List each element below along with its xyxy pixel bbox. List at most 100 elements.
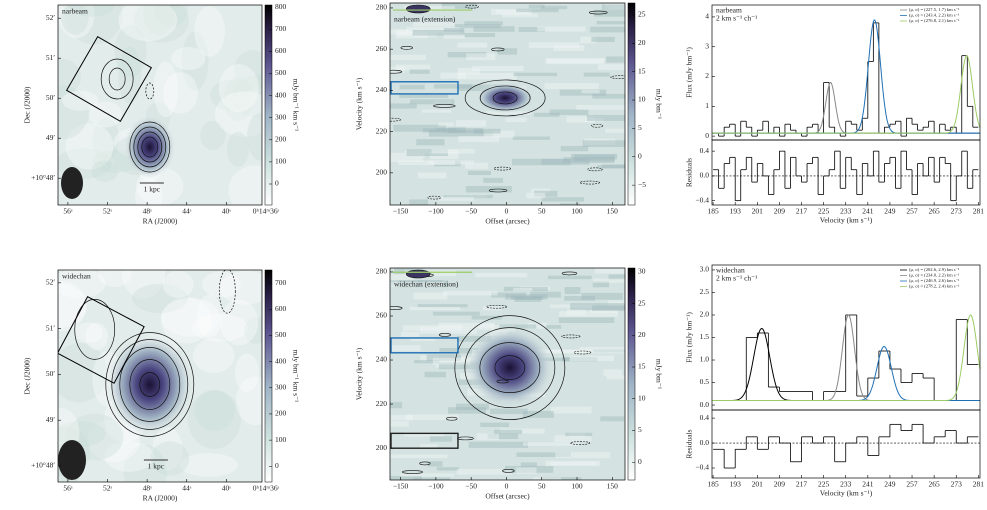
x-tick-label: −150 xyxy=(393,482,409,491)
noise xyxy=(466,53,495,60)
noise xyxy=(587,115,625,121)
noise xyxy=(545,58,604,63)
noise xyxy=(600,416,624,421)
x-tick-label: 0 xyxy=(505,482,509,491)
noise xyxy=(437,467,459,470)
panel-label: narbeam (extension) xyxy=(394,15,456,24)
noise xyxy=(413,293,447,300)
noise xyxy=(473,26,514,32)
x-tick-label: 40ˢ xyxy=(222,484,232,493)
noise xyxy=(494,430,522,434)
noise xyxy=(444,35,465,39)
figure: 1 kpcnarbeam56ˢ52ˢ48ˢ44ˢ40ˢ0ʰ14ᵐ36ˢ+10°4… xyxy=(0,0,987,510)
colorbar-tick-label: 500 xyxy=(275,330,287,339)
x-tick-label: 241 xyxy=(862,480,874,489)
y-tick-label: 1.0 xyxy=(700,355,710,364)
y-tick-label: 51′ xyxy=(46,53,56,62)
colorbar-tick-label: 700 xyxy=(275,24,287,33)
y-axis-title: Flux (mJy bm⁻¹) xyxy=(685,312,694,363)
x-axis-title: Velocity (km s⁻¹) xyxy=(820,489,873,498)
colorbar-tick-label: 0 xyxy=(638,457,642,466)
noise xyxy=(389,454,448,458)
x-tick-label: 249 xyxy=(884,480,896,489)
noise xyxy=(565,287,581,294)
noise xyxy=(433,312,480,316)
beam xyxy=(61,167,83,199)
panel-label: widechan (extension) xyxy=(394,280,459,289)
noise xyxy=(576,105,627,110)
plot-area xyxy=(375,3,658,208)
noise xyxy=(604,369,623,376)
y-tick-label: 49′ xyxy=(46,133,56,142)
y-tick-label: 220 xyxy=(376,126,388,135)
x-tick-label: 48ˢ xyxy=(143,484,153,493)
y-tick-label: 51′ xyxy=(46,323,56,332)
y-tick-label: 49′ xyxy=(46,415,56,424)
noise xyxy=(483,306,502,310)
noise xyxy=(475,273,527,277)
x-tick-label: 185 xyxy=(707,207,719,216)
noise xyxy=(559,317,614,323)
noise xyxy=(458,136,499,142)
x-tick-label: −150 xyxy=(393,207,409,216)
noise xyxy=(227,132,249,167)
noise xyxy=(606,56,624,62)
colorbar-tick-label: 20 xyxy=(638,330,646,339)
spectrum-riser xyxy=(719,23,973,136)
colorbar-tick-label: 300 xyxy=(275,382,287,391)
noise xyxy=(498,48,518,54)
noise xyxy=(418,173,446,179)
noise xyxy=(163,271,194,298)
x-axis-title: Offset (arcsec) xyxy=(485,492,530,501)
noise xyxy=(457,43,487,48)
x-tick-label: 281 xyxy=(973,480,985,489)
x-axis-title: Velocity (km s⁻¹) xyxy=(820,216,873,225)
contour xyxy=(406,5,430,13)
noise xyxy=(444,28,464,32)
legend-label: (μ, σ) = (276.8, 2.1) km s⁻¹ xyxy=(909,18,960,24)
x-tick-label: 44ˢ xyxy=(182,484,192,493)
noise xyxy=(513,137,550,140)
colorbar-tick-label: 200 xyxy=(275,135,287,144)
noise xyxy=(465,163,488,169)
colorbar-tick-label: 10 xyxy=(638,393,646,402)
y-tick-label: 4 xyxy=(705,12,709,21)
y-tick-label: 50′ xyxy=(46,93,56,102)
colorbar-tick-label: 200 xyxy=(275,409,287,418)
noise xyxy=(388,421,408,427)
y-tick-label: +10°48′ xyxy=(31,173,55,182)
legend-label: (μ, σ) = (278.2, 2.4) km s⁻¹ xyxy=(909,284,960,290)
y-tick-label: 0.5 xyxy=(700,377,710,386)
y-tick-label: 220 xyxy=(376,399,388,408)
colorbar-tick-label: 5 xyxy=(638,123,642,132)
noise xyxy=(506,118,527,123)
x-tick-label: −100 xyxy=(428,207,444,216)
x-tick-label: 52ˢ xyxy=(103,207,113,216)
noise xyxy=(551,407,592,414)
noise xyxy=(193,338,235,373)
source xyxy=(475,82,535,114)
y-tick-label: 2.0 xyxy=(700,310,710,319)
noise xyxy=(468,171,491,175)
noise xyxy=(416,139,444,145)
noise xyxy=(523,442,579,446)
source xyxy=(106,332,194,436)
noise xyxy=(505,294,547,299)
colorbar xyxy=(628,3,635,205)
x-axis-title: RA (J2000) xyxy=(143,494,178,503)
noise xyxy=(583,140,631,147)
noise xyxy=(410,99,455,104)
x-tick-label: 44ˢ xyxy=(182,207,192,216)
noise xyxy=(469,442,528,448)
colorbar-tick-label: −5 xyxy=(638,180,646,189)
channel-label: 2 km s⁻¹ ch⁻¹ xyxy=(716,274,757,283)
noise xyxy=(439,122,454,126)
residual-axis-title: Residuals xyxy=(685,158,694,187)
noise xyxy=(514,73,557,76)
noise xyxy=(220,271,272,305)
noise xyxy=(386,158,423,162)
noise xyxy=(597,21,628,24)
colorbar-tick-label: 100 xyxy=(275,157,287,166)
x-tick-label: −50 xyxy=(465,207,477,216)
x-tick-label: 0ʰ14ᵐ36ˢ xyxy=(253,484,280,493)
